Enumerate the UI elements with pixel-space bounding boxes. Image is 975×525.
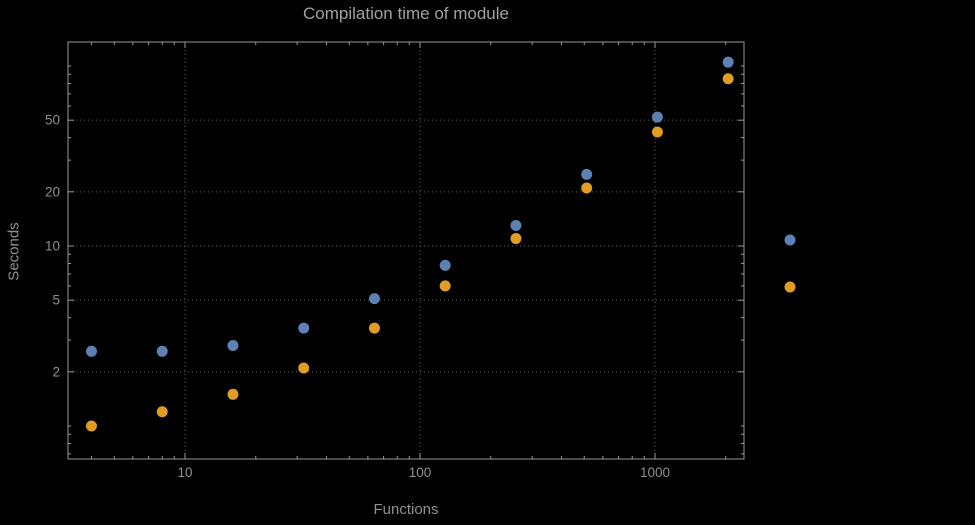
y-axis-label: Seconds — [5, 222, 23, 281]
data-point-orange — [156, 406, 168, 418]
data-point-orange — [510, 233, 522, 245]
chart-title: Compilation time of module — [303, 4, 509, 23]
data-point-orange — [85, 420, 97, 432]
data-point-orange — [581, 182, 593, 194]
data-point-blue — [85, 345, 97, 357]
data-point-orange — [227, 388, 239, 400]
data-point-blue — [439, 259, 451, 271]
data-point-blue — [156, 345, 168, 357]
x-tick-label: 1000 — [640, 465, 670, 480]
data-point-blue — [651, 111, 663, 123]
x-tick-label: 10 — [177, 465, 192, 480]
plot-frame — [67, 41, 745, 460]
data-point-orange — [298, 362, 310, 374]
data-point-blue — [368, 293, 380, 305]
data-point-orange — [439, 280, 451, 292]
y-tick-label: 2 — [52, 364, 60, 379]
data-point-blue — [581, 168, 593, 180]
data-point-blue — [722, 56, 734, 68]
data-point-blue — [510, 219, 522, 231]
y-tick-label: 50 — [45, 113, 60, 128]
data-point-orange — [368, 322, 380, 334]
x-axis-label: Functions — [373, 501, 439, 518]
legend-marker-orange — [784, 281, 796, 293]
legend-marker-blue — [784, 234, 796, 246]
y-tick-label: 5 — [52, 293, 60, 308]
data-point-orange — [722, 73, 734, 85]
data-point-blue — [227, 340, 239, 352]
data-point-blue — [298, 322, 310, 334]
x-tick-label: 100 — [409, 465, 432, 480]
data-point-orange — [651, 126, 663, 138]
y-tick-label: 10 — [45, 239, 60, 254]
y-tick-label: 20 — [45, 184, 60, 199]
